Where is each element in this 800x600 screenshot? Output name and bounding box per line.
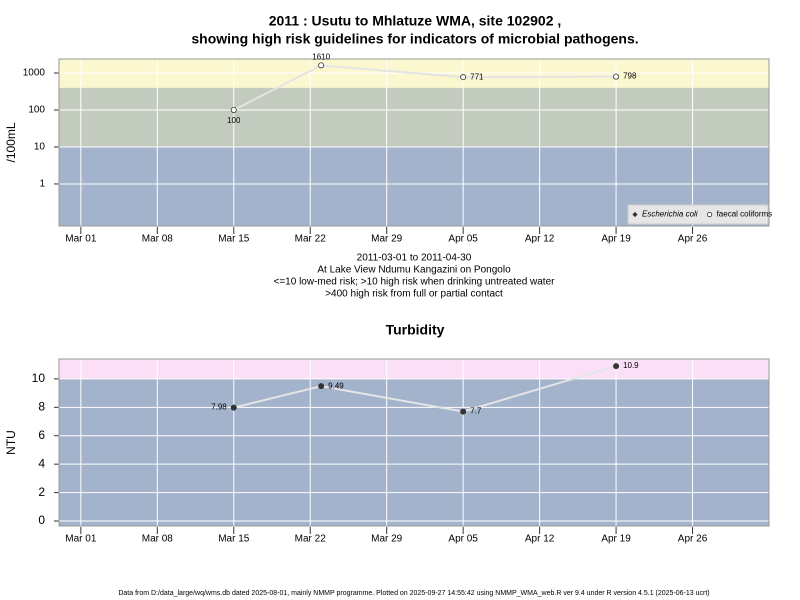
chart-note: <=10 low-med risk; >10 high risk when dr… [274,277,556,288]
data-point [613,73,620,80]
x-tick-label: Apr 26 [678,234,708,245]
data-label: 771 [470,72,484,81]
data-point [460,408,467,415]
y-tick-label: 2 [38,485,45,499]
data-point [318,383,325,390]
y-axis-label: /100mL [4,122,18,162]
x-tick-label: Apr 19 [601,234,631,245]
data-label: 100 [227,116,241,125]
risk-band [59,359,769,379]
risk-band [59,378,769,526]
x-tick-label: Apr 12 [525,234,555,245]
legend-label: faecal coliforms [717,210,773,219]
x-tick-label: Apr 05 [448,234,478,245]
data-label: 1610 [312,52,330,61]
legend-label: Escherichia coli [642,210,698,219]
x-tick-label: Mar 29 [371,234,403,245]
chart-note: At Lake View Ndumu Kangazini on Pongolo [317,265,511,276]
chart-title: Turbidity [386,322,445,338]
series-line [233,365,617,413]
x-tick-label: Mar 08 [142,234,174,245]
data-label: 9.49 [328,381,344,390]
y-tick-label: 4 [38,456,45,470]
plot-frame [58,58,770,227]
legend-marker [632,211,638,218]
y-tick-label: 10 [34,142,46,153]
chart-note: 2011-03-01 to 2011-04-30 [357,253,472,264]
chart-note: >400 high risk from full or partial cont… [325,289,503,300]
x-tick-label: Mar 01 [65,534,97,545]
y-tick-label: 1000 [23,68,46,79]
y-tick-label: 0 [38,513,45,527]
x-tick-label: Mar 29 [371,534,403,545]
legend-marker [706,211,713,218]
x-tick-label: Apr 19 [601,534,631,545]
data-label: 7.98 [211,403,227,412]
x-tick-label: Mar 22 [295,534,327,545]
x-tick-label: Mar 08 [142,534,174,545]
y-axis-label: NTU [4,430,18,455]
y-tick-label: 8 [38,399,45,413]
data-label: 798 [623,72,637,81]
data-point [613,363,620,370]
y-tick-label: 1 [39,179,45,190]
data-point [230,404,237,411]
x-tick-label: Mar 22 [295,234,327,245]
data-point [460,74,467,81]
series-line [233,64,617,111]
y-tick-label: 6 [38,428,45,442]
footer: Data from D:/data_large/wq/wms.db dated … [118,590,709,597]
x-tick-label: Apr 26 [678,534,708,545]
risk-band [59,87,769,147]
data-point [318,62,325,69]
x-tick-label: Apr 12 [525,534,555,545]
chart-title: 2011 : Usutu to Mhlatuze WMA, site 10290… [269,13,562,29]
x-tick-label: Mar 15 [218,234,250,245]
data-point [230,106,237,113]
chart-title: showing high risk guidelines for indicat… [191,31,638,47]
plot-frame [58,358,770,527]
x-tick-label: Apr 05 [448,534,478,545]
legend-box [627,204,769,225]
x-tick-label: Mar 01 [65,234,97,245]
y-tick-label: 100 [28,105,45,116]
data-label: 7.7 [470,407,482,416]
data-label: 10.9 [623,361,639,370]
y-tick-label: 10 [32,371,46,385]
x-tick-label: Mar 15 [218,534,250,545]
